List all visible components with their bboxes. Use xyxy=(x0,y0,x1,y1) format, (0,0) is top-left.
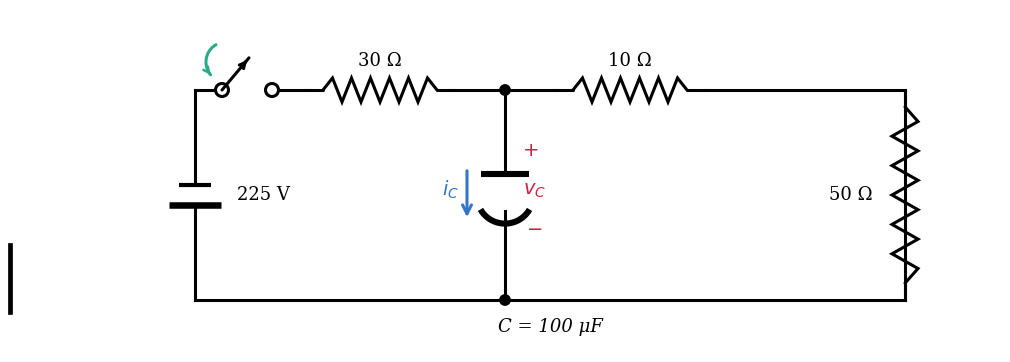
Text: 225 V: 225 V xyxy=(237,186,290,204)
Text: $v_C$: $v_C$ xyxy=(523,182,546,200)
Text: C = 100 μF: C = 100 μF xyxy=(498,318,602,336)
Circle shape xyxy=(500,295,510,305)
Text: 30 Ω: 30 Ω xyxy=(359,52,402,70)
Text: +: + xyxy=(523,141,539,160)
Text: $i_C$: $i_C$ xyxy=(442,179,459,201)
Text: 10 Ω: 10 Ω xyxy=(608,52,651,70)
Text: −: − xyxy=(527,220,543,239)
Circle shape xyxy=(215,84,228,97)
Circle shape xyxy=(500,85,510,95)
Circle shape xyxy=(266,84,279,97)
Text: 50 Ω: 50 Ω xyxy=(829,186,873,204)
